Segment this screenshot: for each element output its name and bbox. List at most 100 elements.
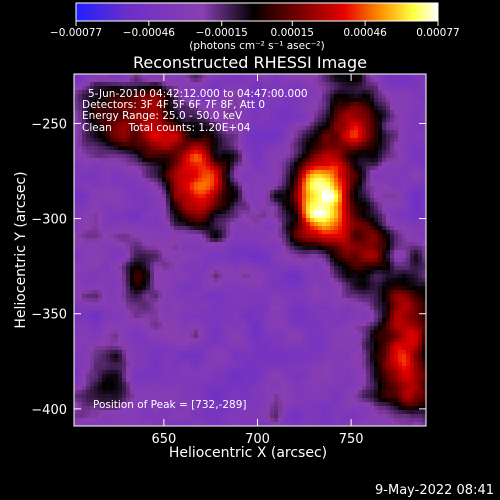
heatmap-cell <box>138 118 143 123</box>
heatmap-cell <box>182 270 187 275</box>
heatmap-cell <box>414 214 419 219</box>
heatmap-cell <box>258 290 263 295</box>
heatmap-cell <box>350 274 355 279</box>
heatmap-cell <box>318 170 323 175</box>
heatmap-cell <box>422 82 426 87</box>
heatmap-cell <box>390 146 395 151</box>
heatmap-cell <box>330 246 335 251</box>
heatmap-cell <box>254 242 259 247</box>
heatmap-cell <box>74 246 79 251</box>
heatmap-cell <box>374 286 379 291</box>
heatmap-cell <box>186 118 191 123</box>
heatmap-cell <box>342 242 347 247</box>
heatmap-cell <box>242 238 247 243</box>
heatmap-cell <box>138 190 143 195</box>
heatmap-cell <box>138 122 143 127</box>
heatmap-cell <box>186 254 191 259</box>
heatmap-cell <box>146 130 151 135</box>
heatmap-cell <box>102 142 107 147</box>
heatmap-cell <box>106 246 111 251</box>
heatmap-cell <box>198 146 203 151</box>
heatmap-cell <box>190 118 195 123</box>
heatmap-cell <box>410 274 415 279</box>
heatmap-cell <box>114 178 119 183</box>
heatmap-cell <box>378 82 383 87</box>
heatmap-cell <box>198 246 203 251</box>
heatmap-cell <box>322 182 327 187</box>
heatmap-cell <box>390 178 395 183</box>
heatmap-cell <box>366 250 371 255</box>
heatmap-cell <box>174 154 179 159</box>
heatmap-cell <box>366 150 371 155</box>
heatmap-cell <box>246 298 251 303</box>
heatmap-cell <box>194 146 199 151</box>
heatmap-cell <box>210 186 215 191</box>
heatmap-cell <box>198 126 203 131</box>
heatmap-cell <box>130 146 135 151</box>
heatmap-cell <box>298 262 303 267</box>
heatmap-cell <box>206 178 211 183</box>
heatmap-cell <box>274 118 279 123</box>
heatmap-cell <box>114 234 119 239</box>
heatmap-cell <box>214 294 219 299</box>
heatmap-cell <box>330 90 335 95</box>
heatmap-cell <box>274 270 279 275</box>
heatmap-cell <box>294 154 299 159</box>
heatmap-cell <box>98 102 103 107</box>
heatmap-cell <box>158 210 163 215</box>
heatmap-cell <box>346 290 351 295</box>
heatmap-cell <box>86 194 91 199</box>
heatmap-cell <box>174 266 179 271</box>
heatmap-cell <box>314 290 319 295</box>
heatmap-cell <box>234 114 239 119</box>
heatmap-cell <box>390 210 395 215</box>
heatmap-cell <box>338 190 343 195</box>
heatmap-cell <box>158 94 163 99</box>
heatmap-cell <box>90 282 95 287</box>
heatmap-cell <box>262 110 267 115</box>
heatmap-cell <box>202 138 207 143</box>
heatmap-cell <box>138 170 143 175</box>
heatmap-cell <box>378 162 383 167</box>
heatmap-cell <box>186 98 191 103</box>
heatmap-cell <box>226 226 231 231</box>
heatmap-cell <box>218 114 223 119</box>
heatmap-cell <box>362 86 367 91</box>
heatmap-cell <box>178 138 183 143</box>
heatmap-cell <box>142 106 147 111</box>
heatmap-cell <box>362 294 367 299</box>
heatmap-cell <box>102 282 107 287</box>
heatmap-cell <box>138 254 143 259</box>
heatmap-cell <box>198 270 203 275</box>
heatmap-cell <box>402 214 407 219</box>
heatmap-cell <box>94 198 99 203</box>
heatmap-cell <box>254 182 259 187</box>
heatmap-cell <box>366 102 371 107</box>
heatmap-cell <box>118 158 123 163</box>
heatmap-cell <box>282 142 287 147</box>
heatmap-cell <box>370 170 375 175</box>
heatmap-cell <box>418 110 423 115</box>
heatmap-cell <box>134 210 139 215</box>
heatmap-cell <box>290 150 295 155</box>
heatmap-cell <box>262 226 267 231</box>
colorbar-tick-label: 0.00077 <box>416 27 459 39</box>
heatmap-cell <box>154 194 159 199</box>
heatmap-cell <box>114 98 119 103</box>
heatmap-cell <box>126 82 131 87</box>
heatmap-cell <box>282 286 287 291</box>
heatmap-cell <box>322 186 327 191</box>
heatmap-cell <box>350 206 355 211</box>
heatmap-cell <box>150 278 155 283</box>
heatmap-cell <box>122 218 127 223</box>
heatmap-cell <box>170 234 175 239</box>
heatmap-cell <box>158 206 163 211</box>
heatmap-cell <box>194 250 199 255</box>
heatmap-cell <box>314 190 319 195</box>
heatmap-cell <box>422 206 426 211</box>
heatmap-cell <box>346 194 351 199</box>
heatmap-cell <box>382 206 387 211</box>
heatmap-cell <box>402 282 407 287</box>
heatmap-cell <box>186 158 191 163</box>
